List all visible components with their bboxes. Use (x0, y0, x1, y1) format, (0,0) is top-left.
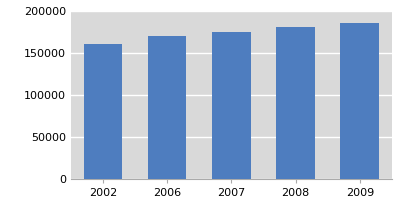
Bar (148, 36, 186, 179)
Bar (84, 44, 122, 179)
Bar (212, 32, 250, 179)
Bar (341, 23, 379, 179)
Bar (276, 27, 315, 179)
